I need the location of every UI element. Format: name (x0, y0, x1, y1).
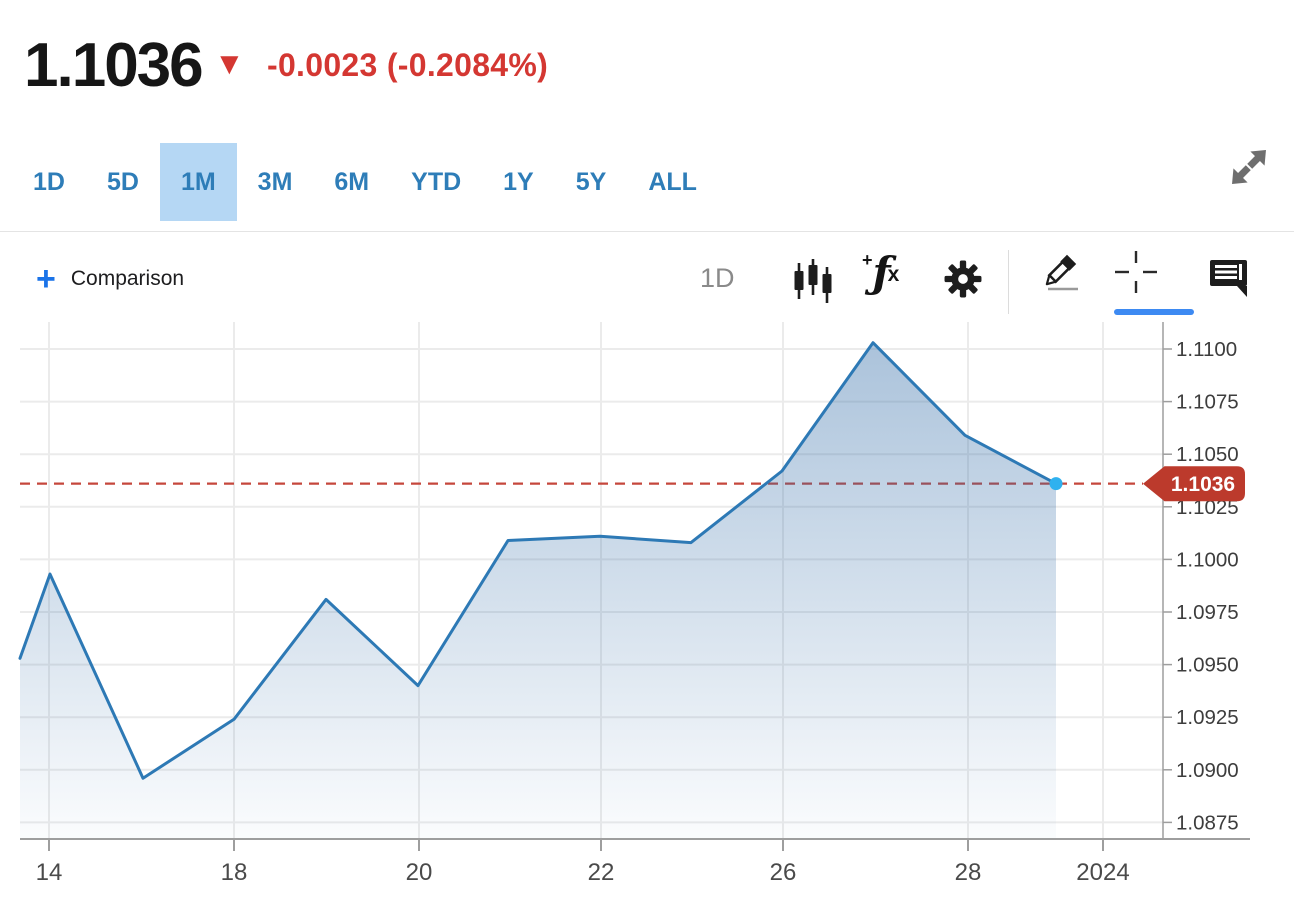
range-tab-5y[interactable]: 5Y (575, 168, 607, 196)
current-price-tag-label: 1.1036 (1171, 473, 1235, 496)
y-axis-label: 1.0975 (1176, 601, 1239, 624)
y-axis-label: 1.0950 (1176, 654, 1239, 677)
chat-bubble-icon (1210, 260, 1247, 297)
tabs-divider (0, 231, 1294, 232)
y-axis-label: 1.0875 (1176, 811, 1239, 834)
current-price-tag (1143, 466, 1245, 502)
range-tab-1d[interactable]: 1D (33, 168, 65, 196)
range-tab-3m[interactable]: 3M (257, 168, 293, 196)
x-axis-label: 20 (406, 859, 433, 886)
draw-tool-button[interactable] (1038, 250, 1084, 294)
x-axis-label: 28 (955, 859, 982, 886)
fx-plus-glyph: + (862, 250, 873, 270)
range-tab-bar: 1D 5D 1M 3M 6M YTD 1Y 5Y ALL (12, 143, 718, 221)
chart-plot-area[interactable]: 14 18 20 22 26 28 2024 1.1100 1.1075 1.1050 1.1025… (0, 318, 1294, 898)
annotations-button[interactable] (1208, 256, 1250, 298)
candlestick-chart-type-button[interactable] (792, 258, 834, 304)
y-axis-label: 1.1050 (1176, 443, 1239, 466)
range-tab-1m[interactable]: 1M (159, 143, 237, 221)
y-axis-label: 1.0925 (1176, 706, 1239, 729)
fullscreen-expand-button[interactable] (1222, 134, 1278, 200)
chart-settings-button[interactable] (944, 260, 982, 298)
fx-function-glyph: ƒ (872, 248, 891, 297)
fx-x-glyph: x (887, 263, 900, 286)
x-axis-label: 18 (221, 859, 248, 886)
x-axis-label: 22 (588, 859, 615, 886)
expand-arrows-icon (1232, 149, 1266, 184)
comparison-label: Comparison (70, 267, 185, 290)
pencil-icon (1045, 254, 1078, 291)
price-down-triangle-icon: ▼ (214, 46, 245, 81)
x-axis-label: 26 (770, 859, 797, 886)
last-price-dot (1049, 477, 1063, 491)
x-axis-label: 2024 (1076, 859, 1129, 886)
candlestick-icon (794, 259, 832, 303)
plus-icon: + (36, 260, 56, 298)
x-axis-label: 14 (36, 859, 63, 886)
price-change: -0.0023 (-0.2084%) (267, 47, 549, 83)
y-axis-label: 1.1075 (1176, 391, 1239, 414)
indicators-button[interactable]: +ƒx (862, 248, 899, 297)
toolbar-divider (1008, 250, 1009, 314)
range-tab-5d[interactable]: 5D (106, 168, 139, 196)
y-axis-label: 1.1000 (1176, 548, 1239, 571)
range-tab-1y[interactable]: 1Y (503, 168, 534, 196)
price-line (18, 341, 1058, 780)
y-axis-label: 1.1100 (1176, 338, 1237, 361)
active-tool-underline (1114, 309, 1194, 315)
comparison-button[interactable]: + Comparison (36, 260, 185, 298)
crosshair-tool-button[interactable] (1112, 250, 1160, 294)
crosshair-icon (1115, 251, 1157, 293)
y-axis-label: 1.0900 (1176, 759, 1239, 782)
area-fill (20, 342, 1056, 839)
interval-selector[interactable]: 1D (700, 263, 735, 293)
range-tab-6m[interactable]: 6M (334, 168, 370, 196)
y-axis-label: 1.1025 (1176, 496, 1239, 519)
range-tab-ytd[interactable]: YTD (411, 168, 462, 196)
gear-icon (944, 260, 982, 298)
current-price: 1.1036 (24, 31, 204, 100)
range-tab-all[interactable]: ALL (648, 168, 697, 196)
